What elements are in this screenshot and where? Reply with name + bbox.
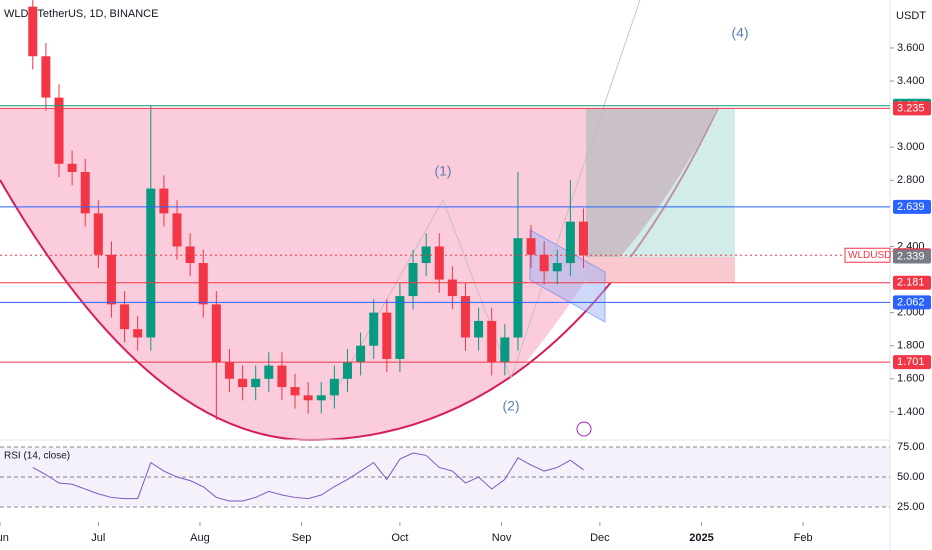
event-icon[interactable] xyxy=(576,421,592,437)
price-label: 2.339 xyxy=(897,250,925,262)
candle-body xyxy=(434,246,444,280)
y-tick-label: 3.600 xyxy=(897,42,925,54)
candle-body xyxy=(474,320,484,338)
y-tick-label: 3.000 xyxy=(897,141,925,153)
candle-body xyxy=(329,378,339,396)
rsi-tick-label: 50.00 xyxy=(897,471,925,483)
candle-body xyxy=(526,238,536,255)
candle-body xyxy=(120,304,130,330)
x-tick-label: Jul xyxy=(91,532,105,544)
candle-body xyxy=(552,263,562,272)
channel xyxy=(529,229,606,323)
price-badge xyxy=(893,295,931,310)
candle-body xyxy=(80,172,90,214)
candle-body xyxy=(316,395,326,401)
candle-body xyxy=(41,56,51,98)
price-badge xyxy=(893,275,931,290)
candle-body xyxy=(408,263,418,297)
target-overlap xyxy=(586,108,718,257)
y-tick-label: 1.800 xyxy=(897,340,925,352)
candle-body xyxy=(159,188,169,214)
price-badge xyxy=(893,101,931,116)
price-badge xyxy=(844,247,891,263)
candle-body xyxy=(224,362,234,379)
y-tick-label: 2.800 xyxy=(897,174,925,186)
candle-body xyxy=(578,221,588,256)
rsi-tick-label: 75.00 xyxy=(897,441,925,453)
annotation: (2) xyxy=(502,398,519,414)
candle-body xyxy=(198,263,208,305)
price-label: 2.062 xyxy=(897,296,925,308)
candle-body xyxy=(539,254,549,272)
candle-body xyxy=(238,378,248,388)
price-badge xyxy=(893,355,931,370)
price-label: 3.235 xyxy=(897,102,925,114)
rsi-tick-label: 25.00 xyxy=(897,501,925,513)
candle-body xyxy=(460,296,470,338)
candle-body xyxy=(565,221,575,264)
candle-body xyxy=(93,213,103,255)
annotation: (1) xyxy=(434,163,451,179)
candle-body xyxy=(395,296,405,359)
price-badge xyxy=(893,249,931,264)
candle-body xyxy=(447,279,457,297)
candle-body xyxy=(251,378,261,388)
price-label: 1.701 xyxy=(897,356,925,368)
x-tick-label: Jun xyxy=(0,532,9,544)
x-tick-label: Nov xyxy=(492,532,512,544)
price-name: WLDUSDT xyxy=(848,250,897,261)
candle-body xyxy=(264,365,274,379)
x-tick-label: Feb xyxy=(794,532,813,544)
annotation: (4) xyxy=(731,25,748,41)
price-label: 2.639 xyxy=(897,201,925,213)
candle-body xyxy=(342,362,352,379)
price-label: 2.181 xyxy=(897,277,925,289)
x-tick-label: Sep xyxy=(292,532,312,544)
x-tick-label: Aug xyxy=(190,532,210,544)
candle-body xyxy=(211,304,221,363)
y-tick-label: 2.000 xyxy=(897,307,925,319)
candle-body xyxy=(146,188,156,338)
x-tick-label: Dec xyxy=(590,532,610,544)
price-badge xyxy=(893,199,931,214)
x-tick-label: Oct xyxy=(391,532,408,544)
candle-body xyxy=(133,329,143,338)
rsi-label: RSI (14, close) xyxy=(4,451,70,462)
candle-body xyxy=(172,213,182,247)
candle-body xyxy=(67,163,77,173)
currency-label: USDT xyxy=(896,10,926,22)
rsi-line xyxy=(32,452,584,502)
candle-body xyxy=(500,337,510,363)
candle-body xyxy=(487,320,497,363)
candle-body xyxy=(369,312,379,346)
candle-body xyxy=(54,97,64,164)
y-tick-label: 1.400 xyxy=(897,406,925,418)
candle-body xyxy=(356,345,366,363)
x-tick-label: 2025 xyxy=(689,532,713,544)
candle-body xyxy=(303,395,313,401)
candle-body xyxy=(277,365,287,388)
stop-zone xyxy=(586,257,735,283)
candle-body xyxy=(28,6,38,57)
candle-body xyxy=(290,387,300,396)
chart-title: WLD / TetherUS, 1D, BINANCE xyxy=(4,8,158,20)
y-tick-label: 3.400 xyxy=(897,75,925,87)
candle-body xyxy=(106,254,116,305)
candle-body xyxy=(382,312,392,359)
candle-body xyxy=(513,238,523,338)
y-tick-label: 1.600 xyxy=(897,373,925,385)
